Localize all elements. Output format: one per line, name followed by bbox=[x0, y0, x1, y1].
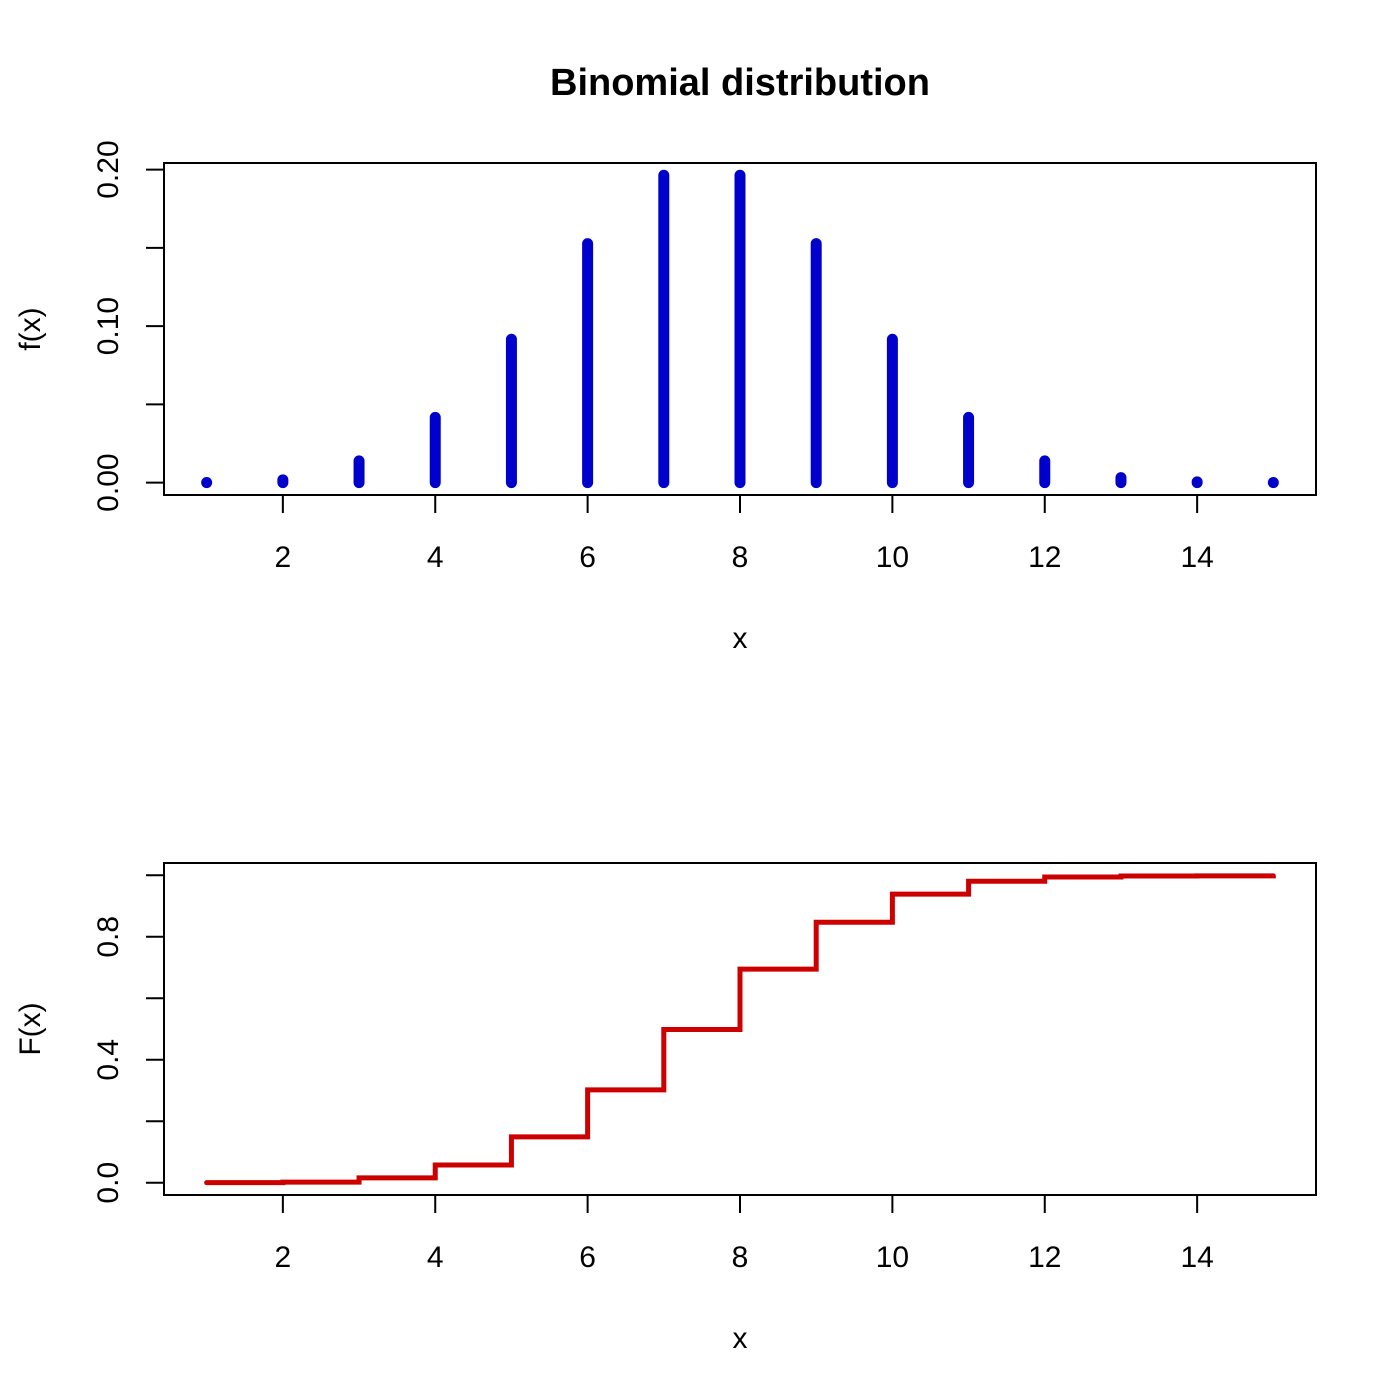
pmf-x-tick-label: 4 bbox=[427, 541, 444, 574]
pmf-y-tick-label: 0.10 bbox=[92, 297, 125, 355]
cdf-x-axis-label: x bbox=[733, 1322, 748, 1355]
pmf-x-tick-label: 6 bbox=[579, 541, 596, 574]
cdf-y-axis-label: F(x) bbox=[14, 1002, 47, 1055]
cdf-step-path bbox=[204, 873, 1276, 1186]
cdf-x-tick-label: 10 bbox=[876, 1241, 909, 1274]
pmf-spikes bbox=[201, 169, 1279, 489]
cdf-x-tick-label: 4 bbox=[427, 1241, 444, 1274]
cdf-x-tick-label: 8 bbox=[732, 1241, 749, 1274]
cdf-y-tick-label: 0.8 bbox=[92, 916, 125, 958]
cdf-y-tick-label: 0.0 bbox=[92, 1162, 125, 1204]
pmf-y-axis-label: f(x) bbox=[14, 307, 47, 350]
pmf-x-tick-label: 14 bbox=[1180, 541, 1213, 574]
pmf-y-axis: 0.00 0.10 0.20 bbox=[92, 140, 165, 512]
pmf-x-axis: 2 4 6 8 10 12 14 bbox=[275, 494, 1214, 574]
cdf-y-axis: 0.0 0.4 0.8 bbox=[92, 874, 165, 1204]
pmf-x-tick-label: 12 bbox=[1028, 541, 1061, 574]
cdf-plot: 2 4 6 8 10 12 14 0.0 0.4 0.8 x F(x) bbox=[14, 862, 1317, 1355]
pmf-plot: 2 4 6 8 10 12 14 0.00 0.10 0.20 x f(x) bbox=[14, 140, 1317, 655]
pmf-x-tick-label: 8 bbox=[732, 541, 749, 574]
cdf-y-tick-label: 0.4 bbox=[92, 1039, 125, 1081]
cdf-x-axis: 2 4 6 8 10 12 14 bbox=[275, 1194, 1214, 1274]
cdf-step-line bbox=[204, 873, 1276, 1186]
cdf-x-tick-label: 14 bbox=[1180, 1241, 1213, 1274]
figure-title: Binomial distribution bbox=[550, 62, 930, 104]
cdf-x-tick-label: 2 bbox=[275, 1241, 292, 1274]
pmf-y-tick-label: 0.00 bbox=[92, 453, 125, 511]
pmf-y-tick-label: 0.20 bbox=[92, 140, 125, 198]
pmf-x-tick-label: 10 bbox=[876, 541, 909, 574]
pmf-x-tick-label: 2 bbox=[275, 541, 292, 574]
pmf-x-axis-label: x bbox=[733, 622, 748, 655]
cdf-x-tick-label: 6 bbox=[579, 1241, 596, 1274]
cdf-x-tick-label: 12 bbox=[1028, 1241, 1061, 1274]
